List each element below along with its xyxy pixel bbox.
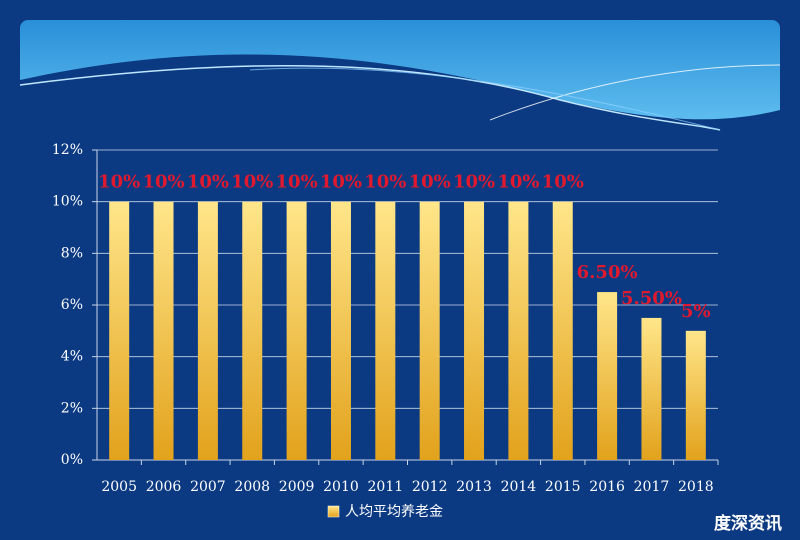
- x-tick-label: 2012: [412, 479, 448, 495]
- x-tick-label: 2015: [545, 479, 581, 495]
- bar: [597, 292, 618, 460]
- y-tick-label: 0%: [61, 452, 83, 468]
- bar: [330, 201, 351, 460]
- y-tick-label: 10%: [52, 194, 83, 210]
- x-tick-label: 2005: [101, 479, 137, 495]
- y-tick-label: 6%: [61, 297, 83, 313]
- bar: [242, 201, 263, 460]
- data-label: 10%: [320, 172, 362, 193]
- bar: [375, 201, 396, 460]
- data-label: 10%: [497, 172, 539, 193]
- y-tick-label: 4%: [61, 349, 83, 365]
- banner: [19, 20, 781, 140]
- bar: [153, 201, 174, 460]
- data-label: 10%: [142, 172, 184, 193]
- data-label: 10%: [98, 172, 140, 193]
- data-label: 10%: [231, 172, 273, 193]
- x-tick-label: 2008: [234, 479, 270, 495]
- data-label: 10%: [364, 172, 406, 193]
- bar: [109, 201, 130, 460]
- watermark-text: 度深资讯: [714, 513, 782, 534]
- data-label: 10%: [187, 172, 229, 193]
- y-tick-label: 12%: [52, 142, 83, 158]
- x-tick-label: 2013: [456, 479, 492, 495]
- x-tick-label: 2010: [323, 479, 359, 495]
- x-tick-label: 2011: [368, 479, 404, 495]
- data-label: 5%: [681, 301, 711, 322]
- data-label: 10%: [409, 172, 451, 193]
- x-tick-label: 2016: [589, 479, 625, 495]
- legend-swatch: [327, 505, 340, 518]
- bar: [464, 201, 485, 460]
- x-tick-label: 2018: [678, 479, 714, 495]
- legend-label: 人均平均养老金: [345, 504, 443, 520]
- bar: [552, 201, 573, 460]
- data-label: 10%: [453, 172, 495, 193]
- watermark: 度深资讯: [700, 510, 796, 536]
- x-tick-label: 2017: [634, 479, 670, 495]
- x-tick-label: 2014: [501, 479, 537, 495]
- data-label: 10%: [276, 172, 318, 193]
- y-tick-label: 8%: [61, 245, 83, 261]
- data-label: 10%: [542, 172, 584, 193]
- data-label: 6.50%: [577, 262, 638, 283]
- bar: [641, 317, 662, 460]
- data-label: 5.50%: [621, 288, 682, 309]
- bar: [685, 330, 706, 460]
- x-tick-label: 2006: [146, 479, 182, 495]
- bar: [508, 201, 529, 460]
- bar: [197, 201, 218, 460]
- bar: [419, 201, 440, 460]
- y-tick-label: 2%: [61, 400, 83, 416]
- bar: [286, 201, 307, 460]
- x-tick-label: 2009: [279, 479, 315, 495]
- x-tick-label: 2007: [190, 479, 226, 495]
